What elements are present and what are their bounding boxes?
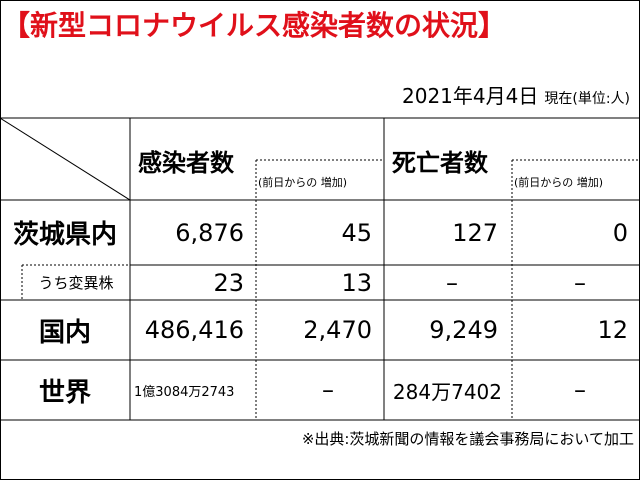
ibaraki-infected: 6,876 xyxy=(175,218,244,247)
date-line: 2021年4月4日 現在(単位:人) xyxy=(402,80,630,108)
header-infected-delta: (前日からの 増加) xyxy=(258,176,348,189)
unit-note: 現在(単位:人) xyxy=(544,91,630,107)
row-label-ibaraki: 茨城県内 xyxy=(12,220,117,250)
header-infected: 感染者数 xyxy=(138,148,234,177)
variant-infected-delta: 13 xyxy=(341,268,372,297)
ibaraki-deaths: 127 xyxy=(452,218,498,247)
row-label-domestic: 国内 xyxy=(38,317,91,348)
source-note: ※出典:茨城新聞の情報を議会事務局において加工 xyxy=(301,430,634,448)
domestic-deaths: 9,249 xyxy=(429,316,498,344)
domestic-infected-delta: 2,470 xyxy=(303,316,372,344)
world-deaths-delta: – xyxy=(574,376,586,404)
domestic-infected: 486,416 xyxy=(144,316,244,344)
row-label-variant: うち変異株 xyxy=(38,274,114,292)
ibaraki-infected-delta: 45 xyxy=(341,218,372,247)
variant-infected: 23 xyxy=(213,268,244,297)
world-infected: 1億3084万2743 xyxy=(134,384,235,400)
world-infected-delta: – xyxy=(322,376,334,404)
variant-deaths: – xyxy=(446,268,458,297)
variant-deaths-delta: – xyxy=(574,268,586,297)
world-deaths: 284万7402 xyxy=(392,379,502,404)
row-label-world: 世界 xyxy=(38,377,91,408)
page-title: 【新型コロナウイルス感染者数の状況】 xyxy=(2,9,507,42)
report-date: 2021年4月4日 xyxy=(402,84,539,108)
header-deaths-delta: (前日からの 増加) xyxy=(514,176,604,189)
header-deaths: 死亡者数 xyxy=(392,148,488,177)
ibaraki-deaths-delta: 0 xyxy=(612,218,628,247)
domestic-deaths-delta: 12 xyxy=(597,316,628,344)
